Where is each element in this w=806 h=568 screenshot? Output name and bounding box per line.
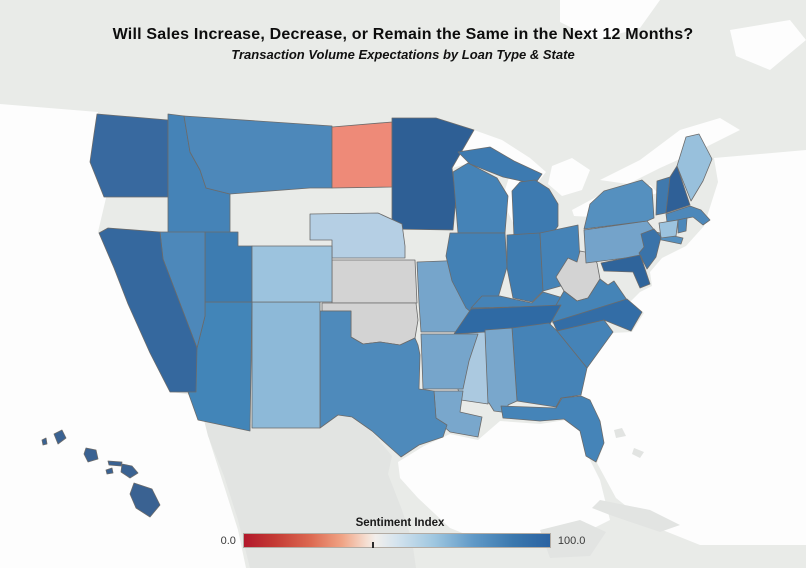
state-tx[interactable] (319, 310, 448, 458)
legend-max-label: 100.0 (557, 534, 586, 547)
bahamas-islands (614, 428, 626, 438)
state-md[interactable] (600, 254, 651, 289)
state-ct[interactable] (658, 219, 679, 239)
pacific-ocean (0, 104, 246, 568)
state-hi[interactable] (129, 482, 161, 518)
color-legend: Sentiment Index 0.0 100.0 (0, 517, 806, 548)
cuba-landmass (592, 500, 680, 532)
state-nd[interactable] (331, 121, 393, 189)
legend-row: 0.0 100.0 (0, 533, 806, 548)
state-ne[interactable] (309, 212, 406, 259)
mexico-landmass (198, 396, 416, 568)
gulf-of-st-lawrence (730, 20, 806, 70)
legend-title: Sentiment Index (355, 517, 445, 529)
state-in[interactable] (506, 232, 544, 303)
state-fl[interactable] (500, 395, 605, 463)
state-hi[interactable] (120, 463, 139, 479)
state-ri[interactable] (677, 217, 688, 234)
state-al[interactable] (484, 327, 518, 414)
lake-huron (548, 158, 590, 196)
state-mi[interactable] (457, 146, 543, 185)
legend-color-ramp (242, 533, 551, 548)
state-ca[interactable] (98, 227, 198, 393)
state-nm[interactable] (251, 301, 321, 429)
state-ga[interactable] (511, 322, 588, 408)
state-mt[interactable] (183, 115, 333, 195)
atlantic-ocean (581, 150, 806, 545)
st-lawrence (600, 118, 740, 184)
state-hi[interactable] (107, 460, 123, 467)
state-nh[interactable] (665, 165, 691, 214)
state-hi[interactable] (53, 429, 67, 445)
state-me[interactable] (676, 133, 713, 202)
state-wa[interactable] (89, 113, 169, 198)
legend-min-label: 0.0 (220, 534, 236, 547)
bahamas-islands (632, 448, 644, 458)
state-hi[interactable] (83, 447, 99, 463)
state-nj[interactable] (638, 228, 662, 270)
state-ny[interactable] (583, 179, 655, 230)
hudson-bay (560, 0, 660, 40)
state-hi[interactable] (41, 437, 48, 446)
state-co[interactable] (251, 245, 333, 303)
gulf-of-mexico (398, 420, 610, 548)
state-ks[interactable] (331, 259, 418, 304)
state-hi[interactable] (105, 467, 114, 475)
state-ar[interactable] (420, 333, 479, 390)
legend-midpoint-tick (372, 542, 375, 548)
yucatan-landmass (540, 520, 606, 558)
